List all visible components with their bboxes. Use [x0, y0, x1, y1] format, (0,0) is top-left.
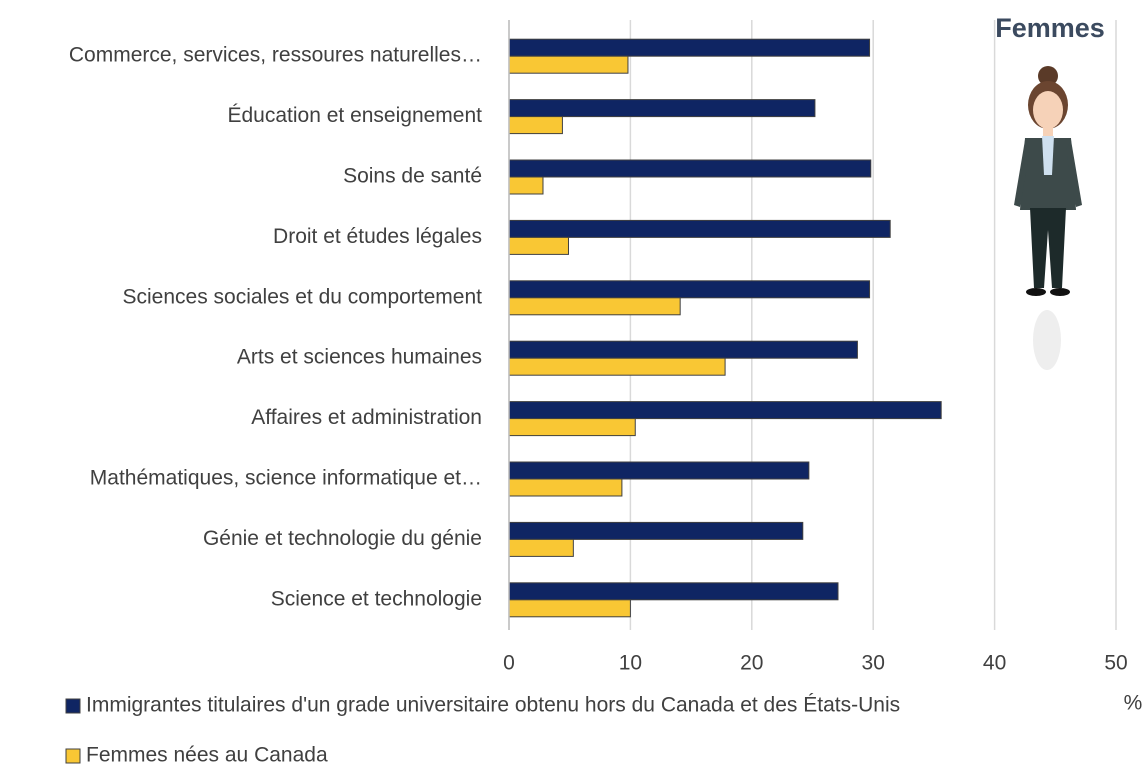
- bar: [508, 38, 871, 57]
- bar: [508, 401, 942, 420]
- y-tick-label: Droit et études légales: [273, 225, 482, 248]
- y-tick-label: Éducation et enseignement: [227, 104, 482, 127]
- x-tick-label: 30: [862, 652, 885, 675]
- reflection: [1033, 310, 1061, 370]
- chart-title: Femmes: [995, 13, 1105, 43]
- y-tick-label: Arts et sciences humaines: [237, 346, 482, 369]
- bar: [508, 340, 858, 359]
- x-tick-label: 0: [503, 652, 515, 675]
- bar: [508, 418, 636, 437]
- y-tick-label: Commerce, services, ressoures naturelles…: [69, 44, 482, 67]
- bar: [508, 280, 871, 299]
- bar: [508, 99, 816, 118]
- y-tick-label: Mathématiques, science informatique et…: [90, 467, 482, 490]
- y-tick-label: Affaires et administration: [251, 406, 482, 429]
- neck: [1043, 126, 1053, 136]
- hair-bun: [1038, 66, 1058, 86]
- arm-left: [1014, 140, 1030, 207]
- bar: [508, 116, 563, 135]
- y-tick-label: Génie et technologie du génie: [203, 527, 482, 550]
- plot: 0 10 20 30 40 50 Commerce, services, ressoures…: [65, 20, 1128, 767]
- bar: [508, 55, 629, 74]
- trousers: [1030, 208, 1066, 288]
- x-axis-label: %: [1124, 692, 1143, 715]
- legend-label: Femmes nées au Canada: [86, 744, 328, 767]
- arm-right: [1066, 140, 1082, 207]
- bar: [508, 538, 574, 557]
- legend-swatch: [65, 698, 81, 714]
- shoe: [1026, 288, 1046, 296]
- woman-illustration: [1014, 66, 1082, 370]
- bar: [508, 297, 681, 316]
- x-tick-label: 40: [983, 652, 1006, 675]
- x-tick-label: 50: [1104, 652, 1127, 675]
- y-tick-label: Soins de santé: [343, 165, 482, 188]
- bar: [508, 582, 839, 601]
- bar: [508, 599, 631, 618]
- x-tick-label: 10: [619, 652, 642, 675]
- bar: [508, 461, 810, 480]
- face: [1033, 91, 1063, 129]
- bar: [508, 357, 726, 376]
- x-tick-label: 20: [740, 652, 763, 675]
- bar: [508, 236, 569, 255]
- bar: [508, 521, 804, 540]
- bar: [508, 478, 623, 497]
- legend-label: Immigrantes titulaires d'un grade univer…: [86, 694, 900, 717]
- y-tick-label: Sciences sociales et du comportement: [122, 285, 482, 308]
- shirt: [1042, 136, 1054, 175]
- bar: [508, 219, 891, 238]
- y-tick-label: Science et technologie: [271, 587, 482, 610]
- shoe: [1050, 288, 1070, 296]
- legend-swatch: [65, 748, 81, 764]
- bar: [508, 176, 544, 195]
- bar: [508, 159, 872, 178]
